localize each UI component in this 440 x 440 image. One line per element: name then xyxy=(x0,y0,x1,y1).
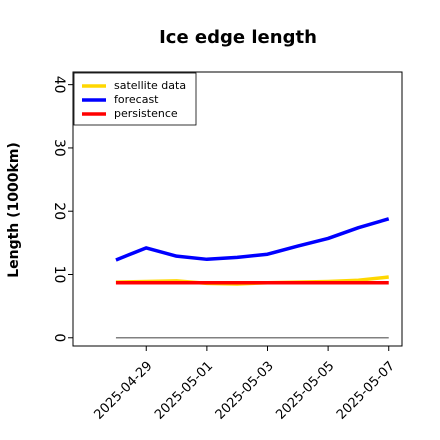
x-tick-label: 2025-05-07 xyxy=(334,359,398,423)
y-tick-label: 10 xyxy=(51,266,67,284)
line-series xyxy=(115,217,390,262)
chart-title: Ice edge length xyxy=(159,27,317,48)
legend-label: satellite data xyxy=(114,79,186,92)
y-tick-label: 40 xyxy=(51,76,67,94)
plot-frame xyxy=(72,71,403,347)
y-axis-label: Length (1000km) xyxy=(6,142,22,278)
x-tick-label: 2025-04-29 xyxy=(92,359,156,423)
x-tick-label: 2025-05-05 xyxy=(273,359,337,423)
y-tick-label: 30 xyxy=(51,139,67,157)
x-tick-label: 2025-05-03 xyxy=(213,359,277,423)
legend-label: forecast xyxy=(114,93,159,106)
y-tick-label: 20 xyxy=(51,202,67,220)
legend-label: persistence xyxy=(114,107,178,120)
y-tick-label: 0 xyxy=(51,333,67,342)
x-tick-label: 2025-05-01 xyxy=(152,359,216,423)
